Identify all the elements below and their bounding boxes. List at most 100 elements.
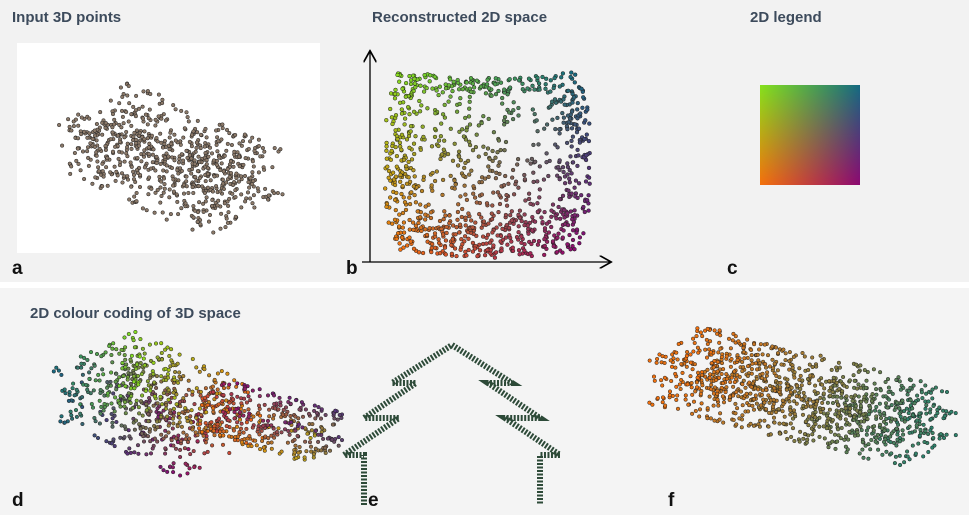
point [783,351,788,356]
point [237,141,242,146]
point [304,449,309,454]
point [724,354,729,359]
point [136,143,142,148]
point [745,373,750,379]
point [459,237,464,242]
point [732,380,737,385]
point [927,410,933,415]
point [724,372,729,377]
point [110,130,115,135]
point [572,80,577,85]
point [222,201,227,206]
point [882,410,887,416]
point [577,140,583,145]
point [418,225,424,230]
point [141,89,146,94]
point [303,439,308,444]
point [736,394,741,399]
point [282,427,288,432]
point [797,439,802,444]
point [394,190,399,196]
point [129,112,134,117]
point [239,205,244,210]
point [872,381,877,386]
point [164,403,169,408]
point [413,200,419,205]
point [894,377,899,382]
point [750,403,755,408]
point [88,157,93,162]
point [937,436,942,441]
point [762,418,767,423]
point [152,210,157,215]
point [313,416,318,421]
point [137,354,142,359]
point [179,424,184,429]
point [775,368,780,373]
point [669,378,674,384]
point [576,181,582,186]
point [138,360,143,366]
point [266,193,271,198]
point [87,131,92,136]
point [680,370,685,375]
point [787,393,792,398]
point [828,429,833,434]
point [195,169,200,174]
point [258,154,263,159]
point [586,175,592,180]
point [316,432,321,437]
point [531,238,537,244]
point [92,128,97,133]
point [134,402,139,407]
point [73,408,79,413]
point [110,346,115,351]
point [881,419,887,424]
point [468,76,474,81]
point [540,74,545,80]
point [753,393,758,398]
point [165,372,170,377]
point [269,433,274,438]
point [192,161,197,166]
point [248,398,253,403]
point [889,451,894,456]
point [770,344,775,349]
point [113,178,118,183]
point [146,116,151,121]
point [189,171,194,176]
point [411,88,416,94]
point [85,357,90,363]
point [509,209,514,214]
point [770,404,775,409]
point [731,331,736,336]
point [806,367,811,373]
point [215,135,220,140]
point [554,250,560,255]
point [457,129,462,134]
point [430,86,435,91]
point [455,163,461,168]
point [109,370,114,375]
point [553,126,558,132]
panel-label: c [727,258,738,279]
point [463,223,468,228]
point [740,369,745,374]
point [535,242,541,247]
point [323,445,328,450]
point [160,101,165,106]
point [866,456,871,461]
point [201,209,206,214]
point [790,416,796,421]
point [921,454,926,459]
point [693,389,698,394]
point [397,140,403,145]
point [255,186,260,191]
point [140,206,145,211]
point [114,347,119,352]
point [910,413,915,418]
point [893,454,898,459]
point [781,347,786,352]
point [814,402,819,407]
point [127,434,132,439]
